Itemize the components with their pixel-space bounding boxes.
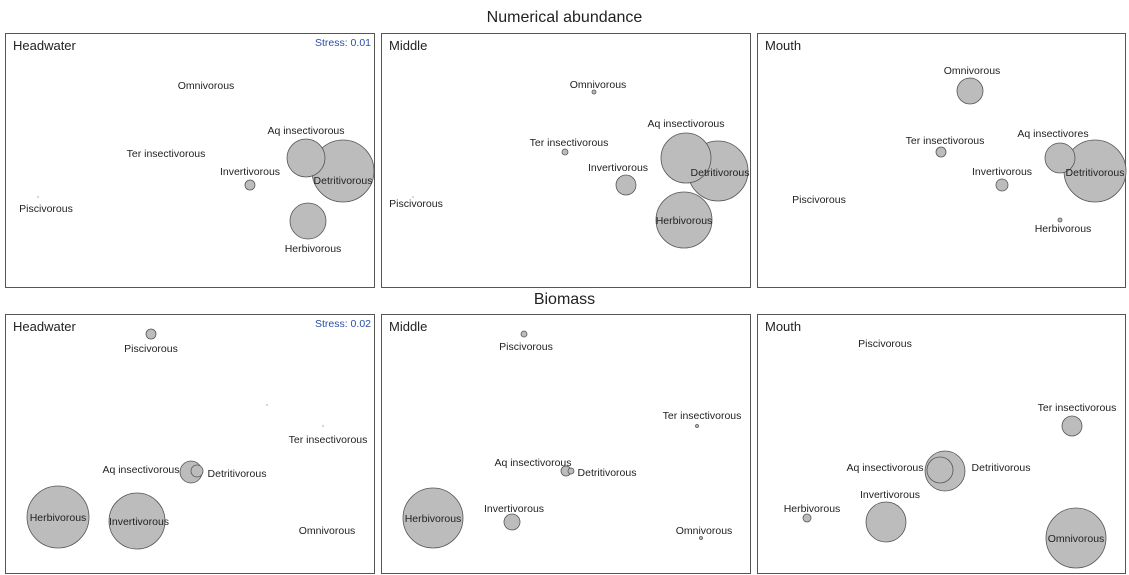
label-invertivorous: Invertivorous — [220, 166, 280, 178]
label-omnivorous: Omnivorous — [570, 79, 627, 91]
label-detritivorous: Detritivorous — [1066, 167, 1125, 179]
bubble-omnivorous — [1045, 507, 1107, 569]
label-herbivorous: Herbivorous — [784, 503, 841, 515]
bubble-invertivorous — [244, 179, 256, 191]
bubble-plot-biomass-middle: Middle Piscivorous Ter insectivorous Aq ins… — [389, 319, 742, 549]
label-invertivorous: Invertivorous — [109, 516, 169, 528]
bubble-detritivorous — [926, 456, 954, 484]
label-detritivorous: Detritivorous — [578, 467, 637, 479]
bubble-piscivorous — [145, 328, 157, 340]
bubble-aq-insectivorous — [660, 132, 712, 184]
bubble-detritivorous — [190, 464, 204, 478]
bubble-ter-insectivorous — [695, 424, 699, 428]
panel-title: Middle — [389, 319, 427, 334]
label-aq-insectivores: Aq insectivores — [1017, 128, 1088, 140]
bubble-detritivorous — [567, 467, 575, 475]
bubble-herbivorous — [1057, 217, 1063, 223]
bubble-plot-biomass-headwater: Headwater Stress: 0.02 Piscivorous Ter inse… — [13, 318, 371, 550]
panel-biomass-middle: Middle Piscivorous Ter insectivorous Aq ins… — [381, 314, 751, 574]
bubble-plot-abundance-middle: Middle Omnivorous Aq insectivorous Detritiv… — [389, 38, 750, 249]
label-herbivorous: Herbivorous — [656, 215, 713, 227]
label-piscivorous: Piscivorous — [124, 343, 178, 355]
bubble-invertivorous — [995, 178, 1009, 192]
panel-title: Mouth — [765, 38, 801, 53]
bubble-herbivorous — [802, 513, 812, 523]
label-ter-insectivorous: Ter insectivorous — [127, 148, 206, 160]
label-invertivorous: Invertivorous — [860, 489, 920, 501]
row-title-biomass: Biomass — [533, 291, 596, 308]
bubble-omnivorous — [591, 89, 597, 95]
label-ter-insectivorous: Ter insectivorous — [530, 137, 609, 149]
bubble-invertivorous — [865, 501, 907, 543]
bubble-invertivorous — [615, 174, 637, 196]
bubble-ter-insectivorous — [935, 146, 947, 158]
label-herbivorous: Herbivorous — [285, 243, 342, 255]
label-detritivorous: Detritivorous — [208, 468, 267, 480]
bubble-invertivorous — [503, 513, 521, 531]
row-title-numerical-abundance: Numerical abundance — [486, 9, 643, 26]
label-herbivorous: Herbivorous — [405, 513, 462, 525]
panel-title: Headwater — [13, 319, 77, 334]
panel-biomass-mouth: Mouth Piscivorous Ter insectivorous Aq inse… — [757, 314, 1126, 574]
label-ter-insectivorous: Ter insectivorous — [289, 434, 368, 446]
label-omnivorous: Omnivorous — [944, 65, 1001, 77]
panel-title: Mouth — [765, 319, 801, 334]
stress-value: Stress: 0.01 — [315, 37, 371, 49]
bubble-plot-abundance-headwater: Headwater Stress: 0.01 Omnivorous Aq insect… — [13, 37, 375, 255]
bubble-piscivorous — [520, 330, 528, 338]
label-detritivorous: Detritivorous — [691, 167, 750, 179]
label-omnivorous: Omnivorous — [299, 525, 356, 537]
label-invertivorous: Invertivorous — [588, 162, 648, 174]
bubble-aq-insectivorous — [286, 138, 326, 178]
label-aq-insectivorous: Aq insectivorous — [267, 125, 344, 137]
panel-abundance-headwater: Headwater Stress: 0.01 Omnivorous Aq insect… — [5, 33, 375, 288]
bubble-plot-abundance-mouth: Mouth Omnivorous Aq insectivores Detritivor… — [765, 38, 1127, 235]
label-aq-insectivorous: Aq insectivorous — [846, 462, 923, 474]
bubble-piscivorous — [37, 196, 39, 198]
label-omnivorous: Omnivorous — [1048, 533, 1105, 545]
panel-biomass-headwater: Headwater Stress: 0.02 Piscivorous Ter inse… — [5, 314, 375, 574]
bubble-ter-insectivorous — [1061, 415, 1083, 437]
label-ter-insectivorous: Ter insectivorous — [906, 135, 985, 147]
label-aq-insectivorous: Aq insectivorous — [102, 464, 179, 476]
bubble-herbivorous — [289, 202, 327, 240]
bubble-plot-biomass-mouth: Mouth Piscivorous Ter insectivorous Aq inse… — [765, 319, 1117, 569]
bubble-ter-insectivorous — [561, 148, 569, 156]
bubble-piscivorous — [412, 196, 414, 198]
label-ter-insectivorous: Ter insectivorous — [1038, 402, 1117, 414]
label-aq-insectivorous: Aq insectivorous — [647, 118, 724, 130]
panel-abundance-middle: Middle Omnivorous Aq insectivorous Detritiv… — [381, 33, 751, 288]
bubble-herbivorous — [655, 191, 713, 249]
bubble-herbivorous — [402, 487, 464, 549]
panel-title: Headwater — [13, 38, 77, 53]
label-piscivorous: Piscivorous — [499, 341, 553, 353]
bubble-unlabeled — [266, 404, 268, 406]
bubble-ter-insectivorous — [322, 425, 324, 427]
label-piscivorous: Piscivorous — [858, 338, 912, 350]
bubble-aq-insectivores — [1044, 142, 1076, 174]
panel-title: Middle — [389, 38, 427, 53]
label-invertivorous: Invertivorous — [484, 503, 544, 515]
panel-abundance-mouth: Mouth Omnivorous Aq insectivores Detritivor… — [757, 33, 1127, 288]
label-piscivorous: Piscivorous — [792, 194, 846, 206]
bubble-herbivorous — [26, 485, 90, 549]
label-detritivorous: Detritivorous — [314, 175, 373, 187]
label-piscivorous: Piscivorous — [389, 198, 443, 210]
bubble-omnivorous — [699, 536, 703, 540]
label-herbivorous: Herbivorous — [1035, 223, 1092, 235]
stress-value: Stress: 0.02 — [315, 318, 371, 330]
bubble-invertivorous — [108, 492, 166, 550]
label-omnivorous: Omnivorous — [676, 525, 733, 537]
label-detritivorous: Detritivorous — [972, 462, 1031, 474]
label-omnivorous: Omnivorous — [178, 80, 235, 92]
label-ter-insectivorous: Ter insectivorous — [663, 410, 742, 422]
label-herbivorous: Herbivorous — [30, 512, 87, 524]
bubble-omnivorous — [956, 77, 984, 105]
label-piscivorous: Piscivorous — [19, 203, 73, 215]
label-aq-insectivorous: Aq insectivorous — [494, 457, 571, 469]
label-invertivorous: Invertivorous — [972, 166, 1032, 178]
